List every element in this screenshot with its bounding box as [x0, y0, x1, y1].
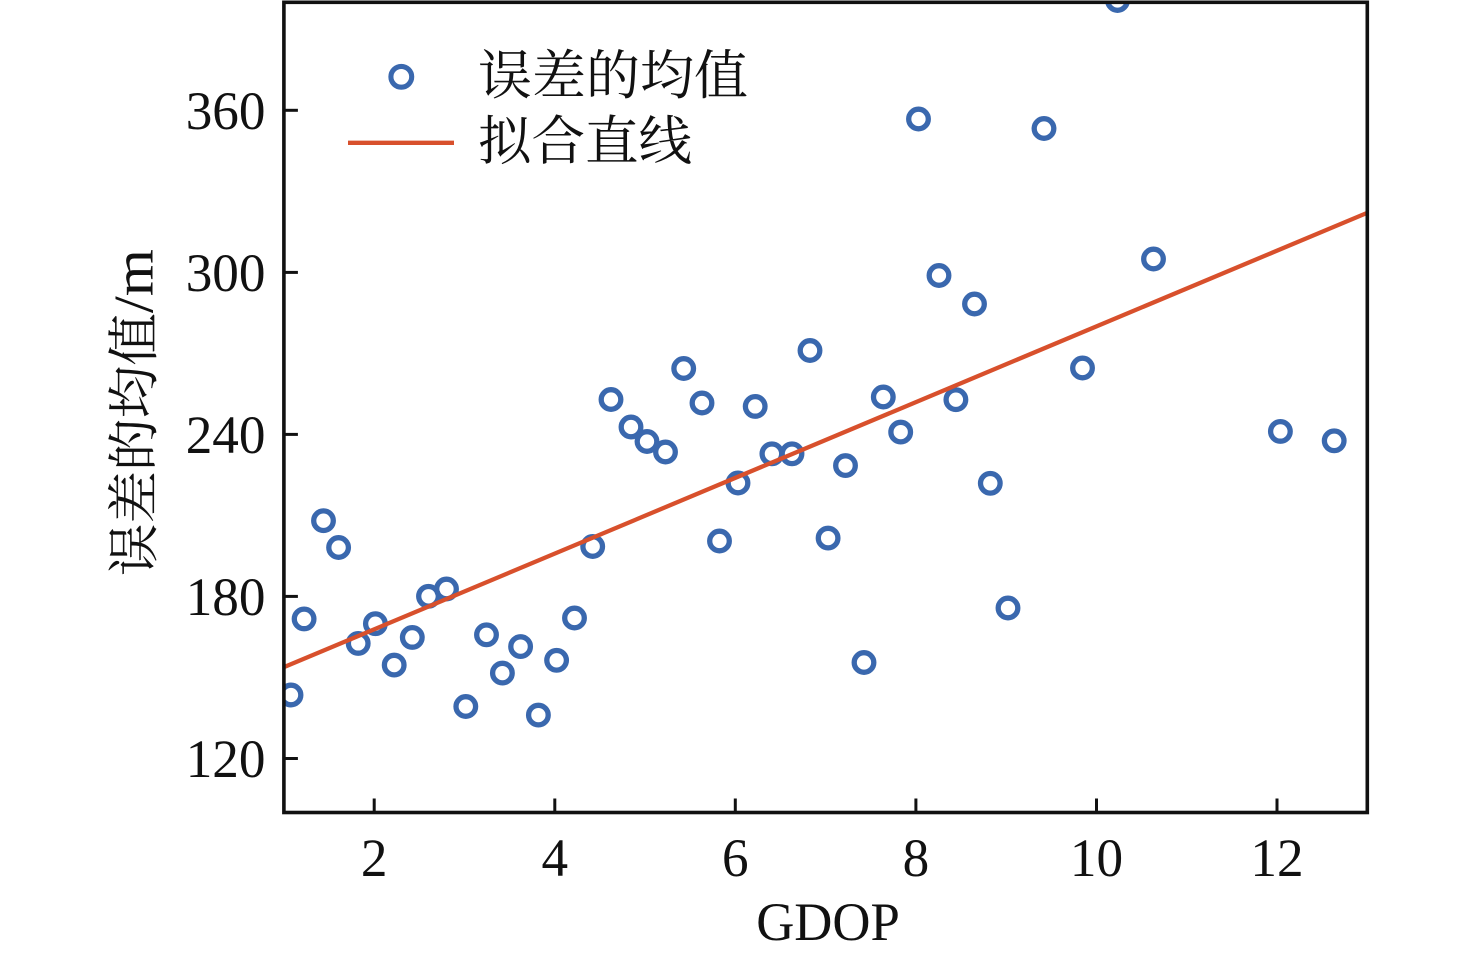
- svg-text:10: 10: [1070, 827, 1123, 888]
- svg-text:360: 360: [186, 80, 266, 141]
- svg-text:/m: /m: [103, 249, 165, 313]
- svg-text:6: 6: [722, 827, 749, 888]
- svg-text:4: 4: [542, 827, 569, 888]
- svg-text:120: 120: [186, 728, 266, 789]
- svg-text:2: 2: [361, 827, 388, 888]
- svg-text:240: 240: [186, 404, 266, 465]
- svg-text:180: 180: [186, 566, 266, 627]
- svg-text:8: 8: [903, 827, 930, 888]
- svg-text:300: 300: [186, 242, 266, 303]
- svg-text:12: 12: [1250, 827, 1303, 888]
- svg-text:GDOP: GDOP: [756, 891, 900, 952]
